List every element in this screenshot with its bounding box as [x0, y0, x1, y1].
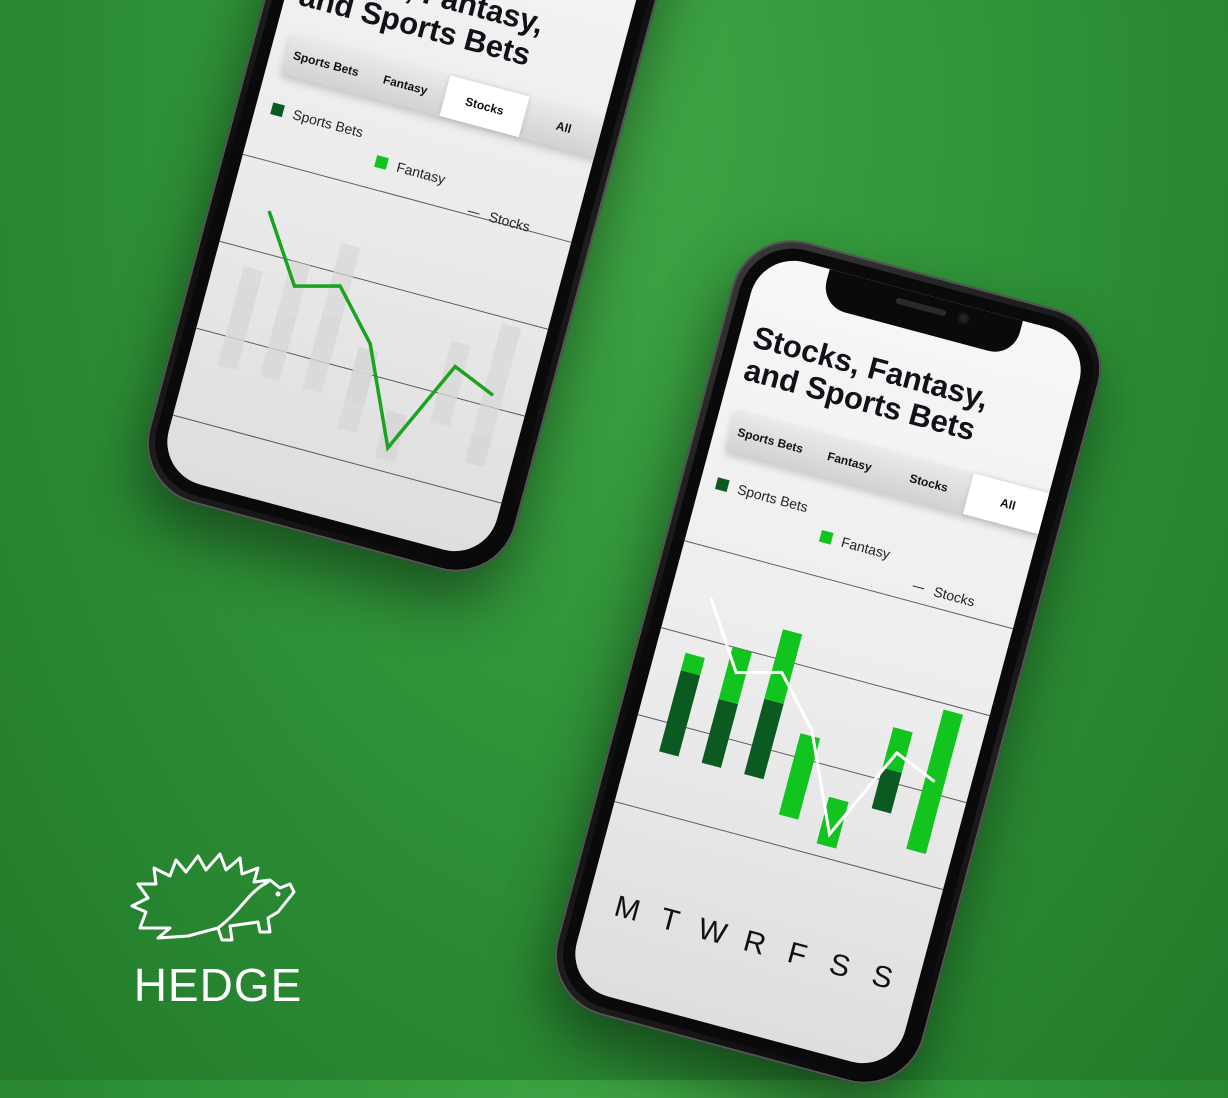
hedgehog-icon [118, 840, 318, 950]
bar-fantasy [323, 243, 361, 318]
day-label: S [868, 959, 896, 996]
phone-screen: Stocks, Fantasy, and Sports Bets Sports … [157, 0, 682, 561]
tab-fantasy[interactable]: Fantasy [360, 54, 450, 116]
grid-line [173, 415, 501, 503]
bar-fantasy [817, 797, 849, 849]
day-label: M [169, 503, 202, 541]
day-label: F [784, 936, 810, 973]
tab-sports-bets[interactable]: Sports Bets [725, 410, 815, 472]
legend-swatch [819, 530, 834, 545]
bar-sports-bets [302, 312, 342, 393]
legend-label: Stocks [932, 583, 977, 609]
legend-item-sports-bets: Sports Bets [270, 100, 365, 140]
bar-sports-bets [872, 768, 902, 814]
bar-fantasy [375, 410, 407, 462]
tab-fantasy[interactable]: Fantasy [805, 431, 895, 493]
day-label: M [611, 890, 644, 928]
legend-label: Fantasy [395, 159, 447, 187]
legend-swatch [715, 477, 730, 492]
grid-line [661, 628, 989, 716]
legend-item-fantasy: Fantasy [818, 528, 892, 562]
bar-sports-bets [744, 699, 784, 780]
tab-stocks[interactable]: Stocks [884, 452, 974, 514]
tab-all[interactable]: All [963, 473, 1053, 535]
grid-line [220, 241, 548, 329]
tab-sports-bets[interactable]: Sports Bets [281, 33, 371, 95]
grid-line [615, 802, 943, 890]
back-phone: Stocks, Fantasy, and Sports Bets Sports … [133, 0, 707, 586]
camera-icon [956, 311, 971, 326]
hedge-logo: HEDGE [118, 840, 318, 1015]
day-label: T [215, 516, 241, 553]
bar-fantasy [719, 647, 752, 704]
front-phone: Stocks, Fantasy, and Sports Bets Sports … [541, 226, 1115, 1097]
legend-swatch [270, 102, 285, 117]
day-label: R [740, 924, 769, 961]
logo-text: HEDGE [118, 958, 318, 1012]
day-label: R [298, 538, 327, 561]
day-label: W [253, 526, 290, 561]
bar-sports-bets [659, 670, 700, 756]
bar-sports-bets [217, 284, 258, 370]
bar-fantasy [277, 260, 310, 317]
speaker-grille [895, 297, 947, 316]
day-label: T [657, 902, 683, 939]
bar-sports-bets [430, 381, 460, 427]
legend-item-fantasy: Fantasy [374, 153, 448, 187]
legend-label: Sports Bets [736, 481, 810, 515]
day-label: S [826, 947, 854, 984]
day-label: W [694, 912, 731, 951]
legend-swatch [374, 155, 389, 170]
legend-swatch [468, 210, 480, 214]
tab-stocks[interactable]: Stocks [439, 75, 529, 137]
legend-label: Sports Bets [291, 106, 365, 140]
legend-item-sports-bets: Sports Bets [714, 475, 809, 515]
legend-swatch [913, 585, 925, 589]
tab-all[interactable]: All [519, 97, 609, 159]
bar-fantasy [764, 629, 802, 704]
legend-label: Fantasy [840, 534, 892, 562]
day-label: F [342, 550, 368, 561]
